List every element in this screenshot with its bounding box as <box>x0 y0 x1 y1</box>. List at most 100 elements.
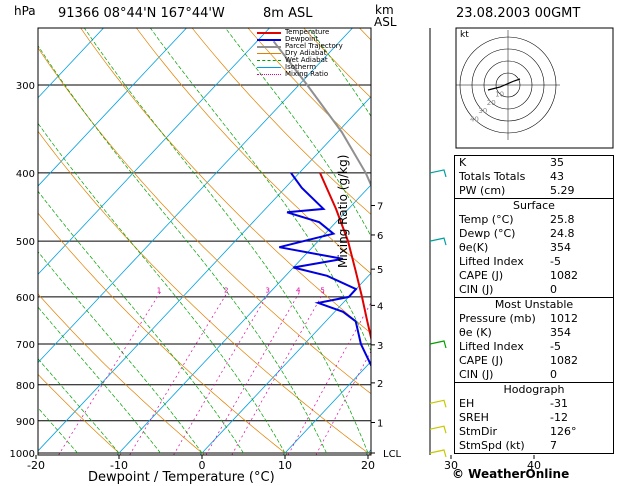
info-row: CIN (J) 0 <box>455 368 613 382</box>
info-value: 0 <box>550 283 557 296</box>
dry-adiabat-line <box>38 47 371 395</box>
indices-section: K 35 Totals Totals 43 PW (cm) 5.29 <box>455 156 613 198</box>
info-row: Lifted Index -5 <box>455 255 613 269</box>
info-row: EH -31 <box>455 397 613 411</box>
info-value: 0 <box>550 368 557 381</box>
info-value: 43 <box>550 170 564 183</box>
hpa-label: hPa <box>14 4 36 18</box>
hodograph-title: Hodograph <box>503 383 565 396</box>
mixing-ratio-tick-label: 10 <box>397 286 406 294</box>
isotherm-line <box>116 184 371 455</box>
info-row: PW (cm) 5.29 <box>455 184 613 198</box>
wind-barb <box>429 449 447 458</box>
mixing-ratio-tick-label: 2 <box>224 286 228 294</box>
isotherm-line <box>38 28 188 187</box>
legend-swatch <box>257 53 281 54</box>
isotherm-line <box>38 96 371 452</box>
info-key: StmSpd (kt) <box>459 439 525 452</box>
dry-adiabat-line <box>247 28 371 157</box>
info-value: 1012 <box>550 312 578 325</box>
isotherm-line <box>38 28 271 275</box>
legend-swatch <box>257 32 281 34</box>
info-row: θe (K) 354 <box>455 326 613 340</box>
pressure-tick-label: 400 <box>16 169 35 180</box>
info-key: CAPE (J) <box>459 354 504 367</box>
pressure-tick-label: 800 <box>16 381 35 392</box>
pressure-tick-label: 500 <box>16 237 35 248</box>
info-row: StmSpd (kt) 7 <box>455 439 613 453</box>
plot-frame <box>37 27 372 456</box>
km-tick-label: 5 <box>377 265 383 276</box>
info-value: 354 <box>550 326 571 339</box>
pressure-tick-label: 300 <box>16 81 35 92</box>
copyright-footer: © WeatherOnline <box>452 467 570 481</box>
info-key: Totals Totals <box>459 170 526 183</box>
dry-adiabat-line <box>38 373 122 455</box>
pressure-tick-label: 600 <box>16 293 35 304</box>
info-row: Lifted Index -5 <box>455 340 613 354</box>
info-row: StmDir 126° <box>455 425 613 439</box>
mixing-ratio-axis-label: Mixing Ratio (g/kg) <box>336 154 350 268</box>
dewpoint-curve <box>279 172 371 368</box>
info-key: K <box>459 156 467 169</box>
legend: Temperature Dewpoint Parcel Trajectory Dry … <box>257 29 367 78</box>
wet-adiabat-line <box>38 251 203 454</box>
x-tick-label: 30 <box>444 459 458 472</box>
info-value: 1082 <box>550 269 578 282</box>
km-tick-label: LCL <box>383 449 402 460</box>
km-tick-label: 4 <box>377 301 383 312</box>
hodograph-ring-label: 30 <box>478 107 487 115</box>
wet-adiabat-line <box>149 28 371 352</box>
dry-adiabat-line <box>136 28 371 274</box>
wind-barb <box>429 237 447 246</box>
info-row: CAPE (J) 1082 <box>455 269 613 283</box>
info-value: 35 <box>550 156 564 169</box>
info-key: SREH <box>459 411 489 424</box>
info-value: 5.29 <box>550 184 575 197</box>
mixing-ratio-line <box>129 291 229 455</box>
wind-barb <box>429 425 447 434</box>
km-tick-label: 3 <box>377 341 383 352</box>
km-tick-label: 1 <box>377 418 383 429</box>
info-key: PW (cm) <box>459 184 506 197</box>
km-tick-label: 7 <box>377 202 383 213</box>
legend-item: Temperature <box>257 29 367 36</box>
wind-barb <box>429 399 447 408</box>
info-key: Pressure (mb) <box>459 312 536 325</box>
legend-item: Dewpoint <box>257 36 367 43</box>
legend-item: Dry Adiabat <box>257 50 367 57</box>
info-value: 24.8 <box>550 227 575 240</box>
wet-adiabat-line <box>38 45 327 454</box>
info-row: SREH -12 <box>455 411 613 425</box>
legend-item: Parcel Trajectory <box>257 43 367 50</box>
hodograph-kt-label: kt <box>460 30 469 40</box>
mixing-ratio-tick-label: 1 <box>157 286 161 294</box>
legend-swatch <box>257 39 281 41</box>
wet-adiabat-line <box>38 358 120 454</box>
x-axis-label: Dewpoint / Temperature (°C) <box>88 470 275 485</box>
x-tick-label: 0 <box>199 459 206 472</box>
info-key: StmDir <box>459 425 498 438</box>
mixing-ratio-line <box>287 302 371 455</box>
x-tick-label: 10 <box>278 459 292 472</box>
km-label: km <box>375 3 394 17</box>
hodograph-ring-label: 40 <box>470 116 479 124</box>
km-tick-label: 6 <box>377 231 383 242</box>
info-row: θe(K) 354 <box>455 241 613 255</box>
surface-title: Surface <box>513 199 555 212</box>
asl-label: ASL <box>374 15 397 29</box>
mixing-ratio-line <box>173 291 270 455</box>
info-row: Totals Totals 43 <box>455 170 613 184</box>
isotherm-line <box>38 28 105 99</box>
dry-adiabat-line <box>625 17 629 468</box>
mixing-ratio-tick-label: 3 <box>266 286 270 294</box>
info-row: CIN (J) 0 <box>455 283 613 297</box>
isotherm-line <box>38 28 354 364</box>
wet-adiabat-line <box>38 122 286 454</box>
info-row: Dewp (°C) 24.8 <box>455 227 613 241</box>
mixing-ratio-line <box>231 291 325 455</box>
legend-item: Wet Adiabat <box>257 57 367 64</box>
info-key: CAPE (J) <box>459 269 504 282</box>
